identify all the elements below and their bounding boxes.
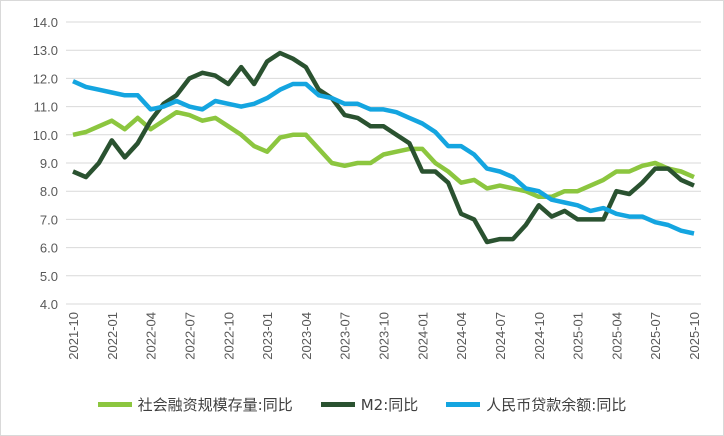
y-tick-label: 5.0 xyxy=(40,269,58,284)
x-tick-label: 2022-01 xyxy=(105,312,120,360)
legend-label: 人民币贷款余额:同比 xyxy=(486,396,627,414)
x-tick-label: 2025-04 xyxy=(609,312,624,360)
legend-swatch xyxy=(446,402,481,407)
series-line-2 xyxy=(72,79,695,236)
x-tick-label: 2024-01 xyxy=(415,312,430,360)
legend: 社会融资规模存量:同比 M2:同比 人民币贷款余额:同比 xyxy=(0,394,724,415)
y-tick-label: 11.0 xyxy=(34,100,58,115)
x-tick-label: 2023-07 xyxy=(338,312,353,360)
x-tick-label: 2025-01 xyxy=(571,312,586,360)
y-tick-label: 4.0 xyxy=(40,297,58,312)
legend-item-loans: 人民币贷款余额:同比 xyxy=(446,394,626,415)
series-line-1 xyxy=(72,50,695,245)
x-tick-label: 2024-10 xyxy=(532,312,547,360)
legend-label: M2:同比 xyxy=(360,396,419,414)
y-tick-label: 7.0 xyxy=(40,212,58,227)
x-tick-label: 2024-04 xyxy=(454,312,469,360)
y-tick-label: 12.0 xyxy=(33,71,58,86)
x-tick-label: 2022-04 xyxy=(144,312,159,360)
y-tick-label: 13.0 xyxy=(33,43,58,58)
x-tick-label: 2022-10 xyxy=(221,312,236,360)
legend-item-m2: M2:同比 xyxy=(320,394,419,415)
x-tick-label: 2023-04 xyxy=(299,312,314,360)
y-tick-label: 9.0 xyxy=(40,156,58,171)
legend-item-tsf: 社会融资规模存量:同比 xyxy=(97,394,293,415)
x-tick-label: 2023-10 xyxy=(377,312,392,360)
x-tick-label: 2022-07 xyxy=(182,312,197,360)
y-tick-label: 6.0 xyxy=(40,241,58,256)
y-tick-label: 8.0 xyxy=(40,184,58,199)
legend-swatch xyxy=(97,402,132,407)
x-tick-label: 2021-10 xyxy=(66,312,81,360)
y-tick-label: 10.0 xyxy=(33,128,58,143)
legend-label: 社会融资规模存量:同比 xyxy=(137,396,293,414)
y-tick-label: 14.0 xyxy=(33,15,58,30)
x-tick-label: 2025-10 xyxy=(687,312,702,360)
x-tick-label: 2025-07 xyxy=(648,312,663,360)
legend-swatch xyxy=(320,402,355,407)
x-tick-label: 2024-07 xyxy=(493,312,508,360)
series-line-0 xyxy=(72,109,695,200)
x-tick-label: 2023-01 xyxy=(260,312,275,360)
